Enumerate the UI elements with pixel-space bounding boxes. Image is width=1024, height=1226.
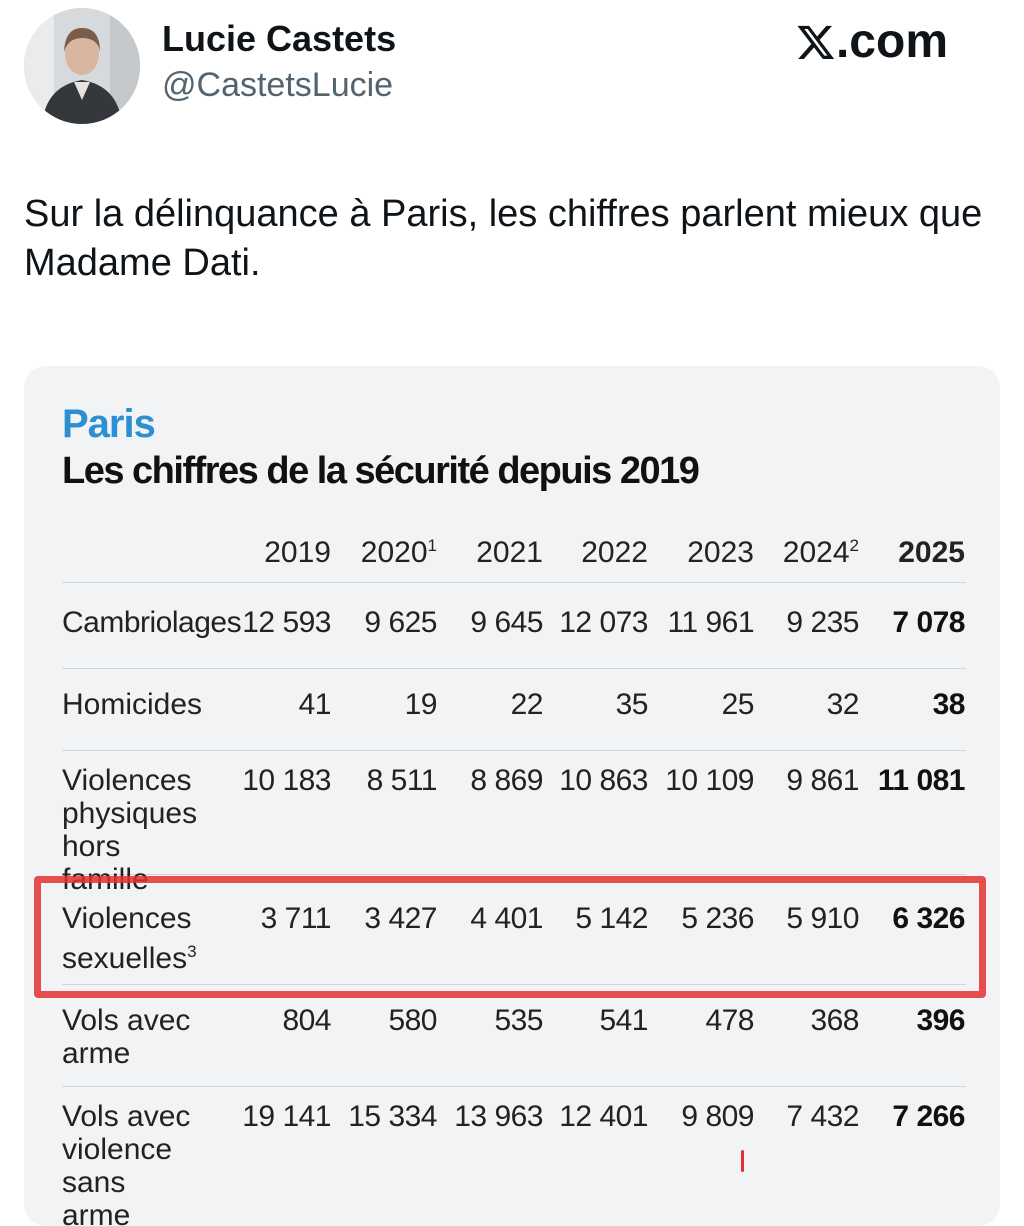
- table-cell: 6 326: [892, 902, 965, 935]
- avatar-image: [24, 8, 140, 124]
- table-separator: [62, 668, 966, 669]
- table-cell: 9 645: [470, 606, 543, 639]
- row-label: Vols avec violence sans arme: [62, 1100, 191, 1226]
- table-cell: 3 427: [364, 902, 437, 935]
- table-cell: 10 183: [242, 764, 331, 797]
- user-handle[interactable]: @CastetsLucie: [162, 66, 394, 104]
- table-cell: 9 625: [364, 606, 437, 639]
- table-cell: 580: [388, 1004, 437, 1037]
- table-separator: [62, 874, 966, 875]
- table-cell: 41: [298, 688, 332, 721]
- table-cell: 368: [810, 1004, 859, 1037]
- year-header: 2025: [898, 536, 965, 569]
- table-cell: 4 401: [470, 902, 543, 935]
- table-cell: 5 236: [681, 902, 754, 935]
- table-separator: [62, 984, 966, 985]
- table-separator: [62, 1086, 966, 1087]
- table-cell: 12 593: [242, 606, 331, 639]
- table-cell: 8 869: [470, 764, 543, 797]
- table-cell: 5 910: [786, 902, 859, 935]
- table-cell: 804: [282, 1004, 331, 1037]
- avatar[interactable]: [24, 8, 140, 124]
- table-image-card[interactable]: Paris Les chiffres de la sécurité depuis…: [24, 366, 1000, 1226]
- table-cell: 541: [599, 1004, 648, 1037]
- year-header: 2021: [476, 536, 543, 569]
- table-cell: 13 963: [454, 1100, 543, 1133]
- table-cell: 478: [705, 1004, 754, 1037]
- table-cell: 32: [826, 688, 860, 721]
- tweet-text: Sur la délinquance à Paris, les chiffres…: [24, 193, 983, 284]
- table-cell: 19: [404, 688, 438, 721]
- table-cell: 12 073: [559, 606, 648, 639]
- table-cell: 396: [916, 1004, 965, 1037]
- table-cell: 19 141: [242, 1100, 331, 1133]
- year-header: 20201: [360, 536, 437, 569]
- table-cell: 5 142: [575, 902, 648, 935]
- year-header: 2023: [687, 536, 754, 569]
- table-cell: 8 511: [366, 764, 438, 797]
- x-logo-icon: [797, 25, 835, 59]
- red-mark: [741, 1150, 744, 1172]
- year-header: 2019: [264, 536, 331, 569]
- row-label: Vols avec arme: [62, 1004, 191, 1070]
- table-cell: 11 081: [877, 764, 966, 797]
- table-separator: [62, 582, 966, 583]
- table-cell: 22: [510, 688, 544, 721]
- table-cell: 9 809: [681, 1100, 754, 1133]
- table-cell: 15 334: [348, 1100, 437, 1133]
- display-name[interactable]: Lucie Castets: [162, 18, 397, 59]
- table-cell: 535: [494, 1004, 543, 1037]
- table-separator: [62, 750, 966, 751]
- site-suffix: .com: [835, 15, 948, 68]
- table-cell: 7 432: [786, 1100, 859, 1133]
- card-title: Les chiffres de la sécurité depuis 2019: [62, 450, 700, 492]
- card-city: Paris: [62, 402, 156, 446]
- year-header: 2022: [581, 536, 648, 569]
- row-label: Cambriolages: [62, 606, 242, 639]
- table-cell: 9 861: [786, 764, 859, 797]
- site-label: .com: [796, 14, 948, 69]
- table-cell: 12 401: [559, 1100, 648, 1133]
- table-cell: 3 711: [260, 902, 332, 935]
- year-header: 20242: [782, 536, 859, 569]
- table-cell: 11 961: [667, 606, 754, 639]
- highlight-box: [34, 876, 986, 998]
- table-cell: 10 109: [665, 764, 754, 797]
- table-cell: 38: [932, 688, 966, 721]
- table-cell: 25: [721, 688, 755, 721]
- row-label: Violences sexuelles3: [62, 902, 197, 975]
- table-cell: 10 863: [559, 764, 648, 797]
- table-cell: 7 266: [892, 1100, 965, 1133]
- table-cell: 9 235: [786, 606, 859, 639]
- table-cell: 7 078: [892, 606, 965, 639]
- row-label: Homicides: [62, 688, 203, 721]
- table-cell: 35: [615, 688, 649, 721]
